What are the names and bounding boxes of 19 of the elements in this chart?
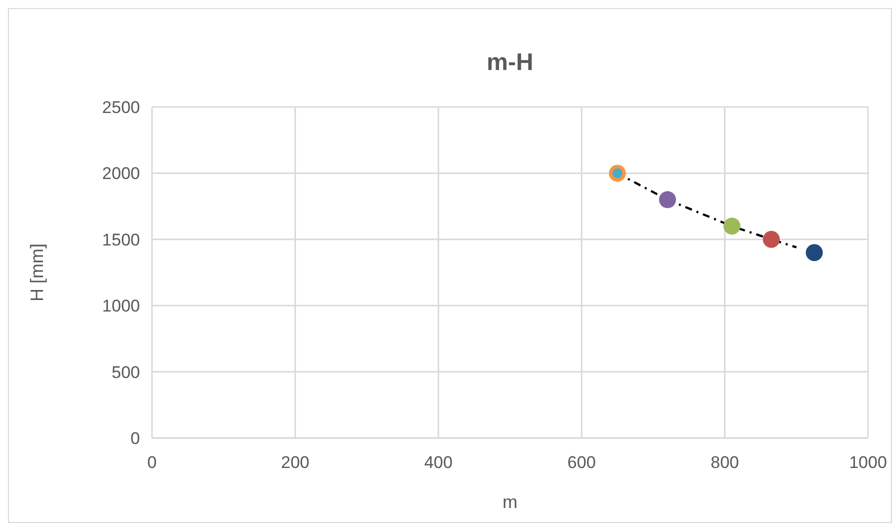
y-axis-title: H [mm] [27,244,47,302]
x-tick-label: 400 [424,453,453,472]
x-tick-label: 1000 [849,453,887,472]
point [762,230,780,248]
x-tick-label: 600 [567,453,596,472]
y-tick-label: 1000 [102,296,140,316]
x-tick-label: 800 [710,453,739,472]
chart-title: m-H [486,49,534,76]
y-tick-label: 500 [112,362,140,382]
x-tick-label: 0 [147,453,157,472]
point [806,244,823,262]
x-tick-label: 200 [281,453,310,472]
x-axis-title: m [502,492,518,512]
y-tick-label: 2500 [102,98,140,117]
y-tick-label: 0 [130,428,140,448]
point [659,191,676,208]
y-tick-label: 1500 [102,230,140,250]
point [723,218,740,235]
y-tick-label: 2000 [102,164,140,184]
